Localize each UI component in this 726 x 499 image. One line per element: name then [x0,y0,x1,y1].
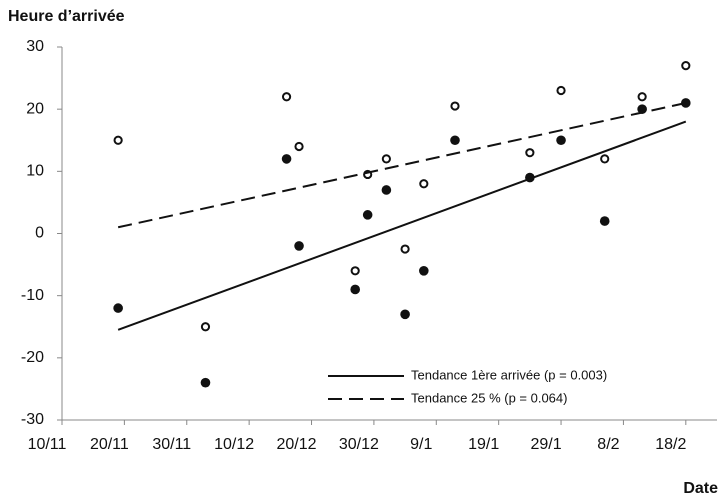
x-tick-label: 19/1 [468,436,499,453]
y-tick-label: 20 [26,100,44,117]
x-tick-label: 8/2 [597,436,619,453]
data-point [525,148,535,158]
data-point [381,185,392,195]
data-point [419,179,429,189]
data-point [681,98,691,108]
y-tick-label: 30 [26,38,44,55]
data-point [113,135,123,145]
data-point [362,210,373,220]
x-tick-label: 30/11 [152,436,191,453]
data-point [294,141,304,152]
trend-line [117,120,687,331]
x-tick-label: 18/2 [655,436,686,453]
y-tick-label: -30 [21,411,44,428]
data-point [450,135,460,146]
y-tick-label: -20 [21,349,44,366]
data-point [556,85,566,96]
data-point [450,101,460,111]
x-tick-label: 20/12 [277,436,317,453]
y-tick-label: 10 [26,163,44,180]
data-point [350,266,360,276]
x-tick-label: 9/1 [410,436,432,453]
data-point [200,322,211,332]
data-point [600,154,610,164]
legend-label: Tendance 1ère arrivée (p = 0.003) [411,367,607,382]
x-tick-label: 10/12 [214,436,254,453]
data-point [200,377,211,388]
data-point [556,135,566,146]
x-tick-label: 29/1 [530,436,561,453]
data-point [400,244,410,254]
y-axis-title: Heure d’arrivée [8,8,125,25]
legend-label: Tendance 25 % (p = 0.064) [411,390,567,405]
trend-line [117,101,687,229]
x-axis-title: Date [683,480,718,497]
data-point [400,309,410,320]
data-point [350,284,360,295]
data-point [113,303,123,313]
x-tick-label: 10/11 [28,436,67,453]
x-tick-label: 20/11 [90,436,129,453]
data-point [281,154,292,164]
data-point [419,266,429,276]
y-tick-label: -10 [21,287,44,304]
data-point [381,154,391,164]
data-point [637,92,647,102]
x-tick-label: 30/12 [339,436,379,453]
data-point [681,61,691,71]
data-point [599,216,610,226]
data-point [281,92,292,102]
y-tick-label: 0 [35,225,44,242]
data-point [294,241,304,251]
